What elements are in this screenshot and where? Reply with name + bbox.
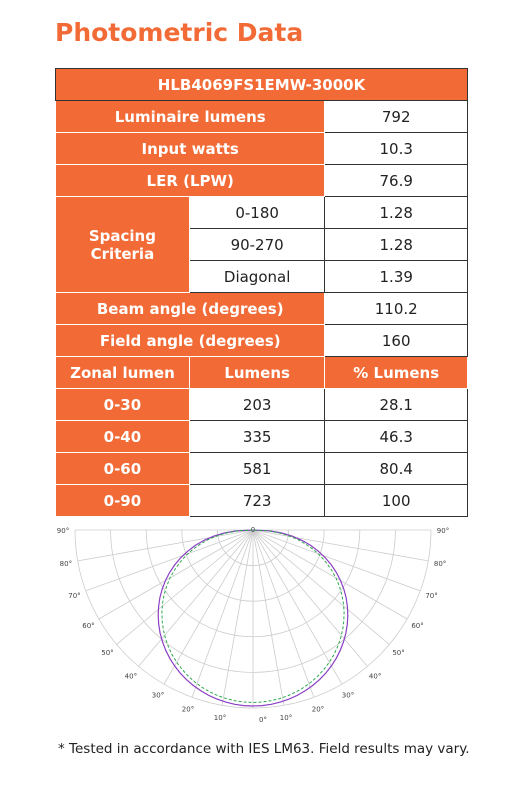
zone-percent: 28.1 (324, 388, 468, 421)
zone-label: 0-40 (55, 420, 190, 453)
angle-label: 40° (369, 673, 381, 681)
angle-label: 30° (342, 692, 354, 700)
row-value: 1.28 (324, 196, 468, 229)
row-label: Input watts (54, 132, 326, 165)
row-label: Spacing Criteria (55, 196, 190, 293)
polar-spoke (252, 529, 390, 645)
row-label: LER (LPW) (54, 164, 326, 197)
polar-spoke (85, 529, 254, 592)
column-header: % Lumens (324, 356, 468, 389)
angle-label: 20° (182, 706, 194, 714)
row-value: 1.39 (324, 260, 468, 293)
zone-percent: 100 (324, 484, 468, 517)
table-header: HLB4069FS1EMW-3000K (55, 68, 468, 101)
polar-spoke (191, 529, 254, 698)
zone-lumens: 203 (188, 388, 326, 421)
angle-label: 40° (125, 673, 137, 681)
row-label: Field angle (degrees) (54, 324, 326, 357)
angle-label: 10° (280, 714, 292, 722)
angle-label: 10° (214, 714, 226, 722)
angle-label: 50° (392, 649, 404, 657)
angle-label: 60° (82, 622, 94, 630)
angle-label: 30° (152, 692, 164, 700)
angle-label: 80° (60, 560, 72, 568)
row-value: 10.3 (324, 132, 468, 165)
angle-label: 90° (57, 527, 69, 535)
sub-label: 0-180 (188, 196, 326, 229)
sub-label: 90-270 (188, 228, 326, 261)
row-label: Luminaire lumens (54, 100, 326, 133)
angle-label: 70° (68, 592, 80, 600)
distribution-curve (161, 529, 345, 704)
polar-spoke (163, 529, 254, 685)
sub-label: Diagonal (188, 260, 326, 293)
polar-spoke (252, 529, 408, 620)
angle-label: 90° (437, 527, 449, 535)
polar-spoke (252, 529, 368, 667)
zone-percent: 46.3 (324, 420, 468, 453)
angle-label: 80° (434, 560, 446, 568)
row-value: 160 (324, 324, 468, 357)
zone-lumens: 723 (188, 484, 326, 517)
polar-diagram: 90° 90° 80° 80° 70° 70° 60° 60° 50° 50° 40° 40° 30° 3… (57, 526, 449, 724)
polar-spoke (252, 529, 285, 706)
row-value: 792 (324, 100, 468, 133)
angle-label: 0° (259, 716, 267, 724)
zone-percent: 80.4 (324, 452, 468, 485)
polar-spoke (138, 529, 254, 667)
polar-spoke (98, 529, 254, 620)
zone-lumens: 581 (188, 452, 326, 485)
polar-spoke (252, 529, 421, 592)
zone-label: 0-60 (55, 452, 190, 485)
polar-spoke (116, 529, 254, 645)
polar-spoke (77, 529, 254, 562)
photometric-table: HLB4069FS1EMW-3000K Luminaire lumens 792 … (54, 68, 468, 517)
angle-label: 50° (101, 649, 113, 657)
row-label: Beam angle (degrees) (54, 292, 326, 325)
row-value: 1.28 (324, 228, 468, 261)
zone-label: 0-30 (55, 388, 190, 421)
row-value: 110.2 (324, 292, 468, 325)
row-value: 76.9 (324, 164, 468, 197)
page-title: Photometric Data (55, 18, 304, 47)
footnote: * Tested in accordance with IES LM63. Fi… (58, 741, 470, 757)
polar-spoke (252, 529, 315, 698)
polar-spoke (252, 529, 343, 685)
polar-spoke (221, 529, 254, 706)
angle-label: 70° (425, 592, 437, 600)
angle-label: 60° (411, 622, 423, 630)
polar-spoke (252, 529, 429, 562)
distribution-curve (157, 529, 349, 707)
column-header: Lumens (188, 356, 326, 389)
angle-label: 20° (312, 706, 324, 714)
zone-label: 0-90 (55, 484, 190, 517)
zone-lumens: 335 (188, 420, 326, 453)
column-header: Zonal lumen (55, 356, 190, 389)
